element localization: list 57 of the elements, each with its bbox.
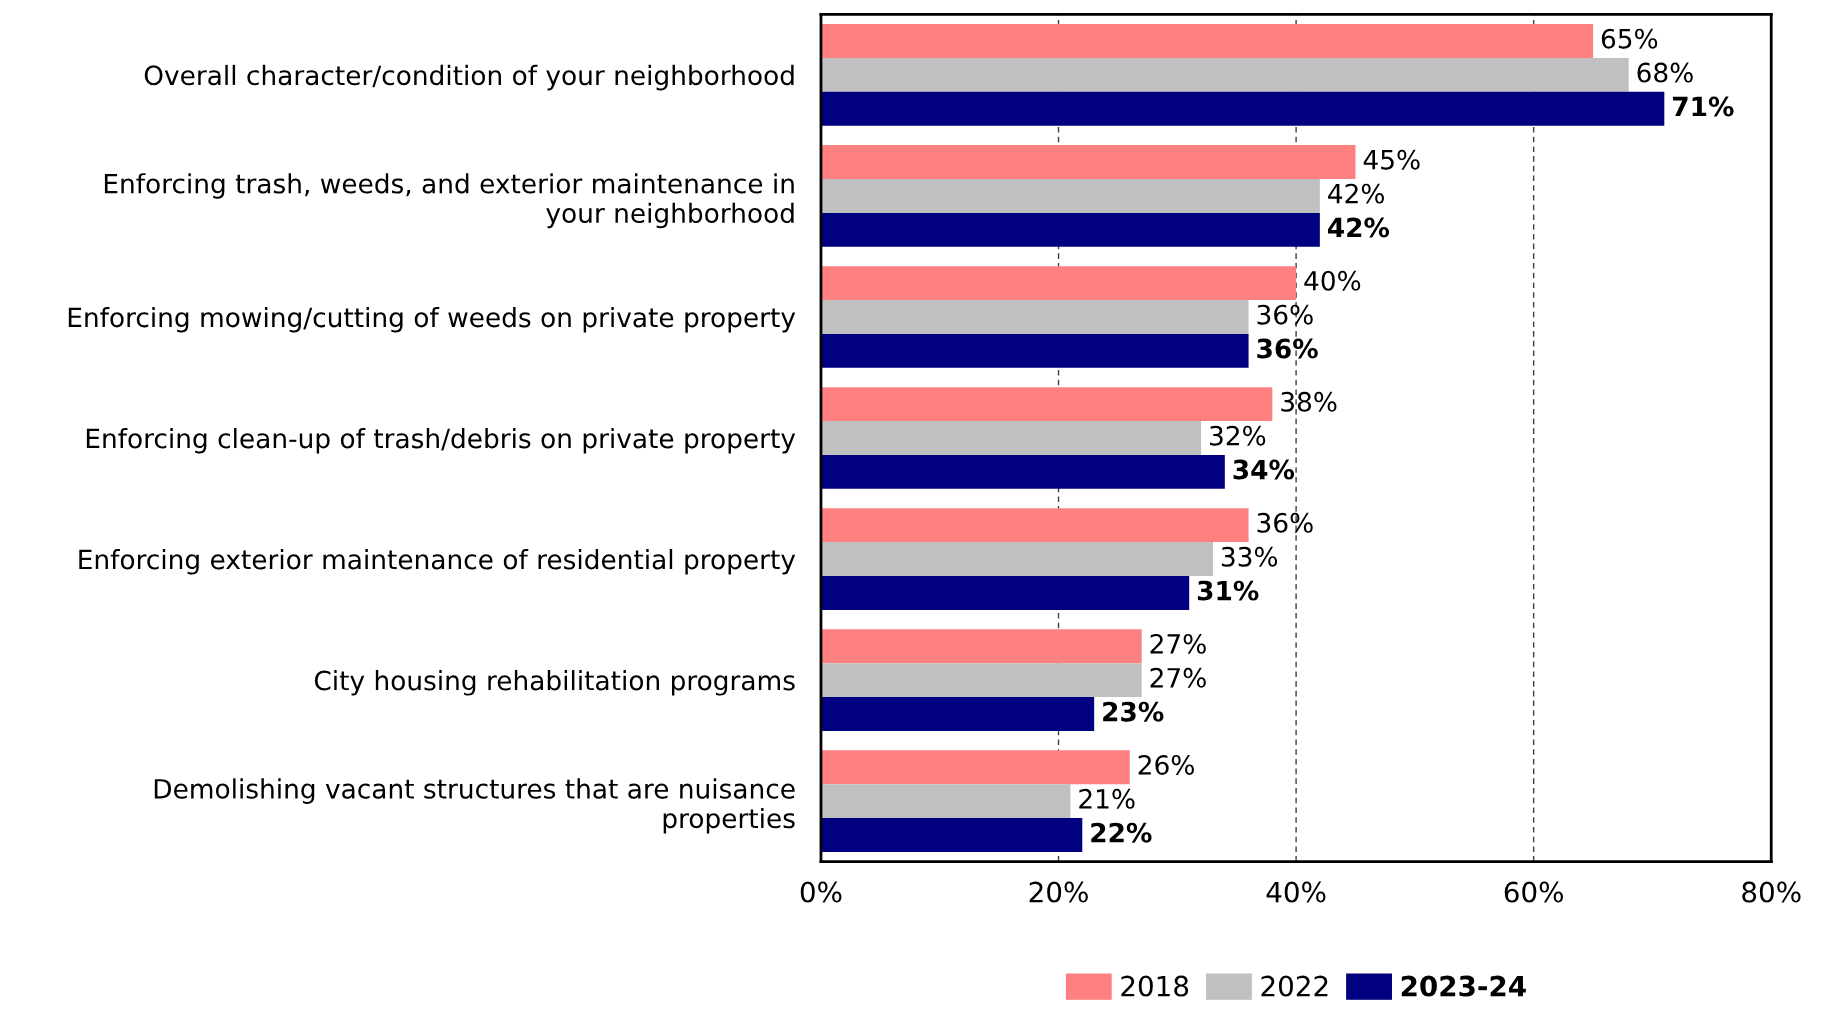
y-tick-label: Enforcing exterior maintenance of residential property: [79, 549, 796, 575]
data-label: 23%: [1103, 701, 1164, 722]
bar: [820, 663, 1142, 698]
y-tick-label: Enforcing trash, weeds, and exterior maintenance in your neighborhood: [104, 173, 794, 229]
y-tick-label: Enforcing clean-up of trash/debris on private property: [86, 427, 796, 454]
data-label: 34%: [1233, 459, 1295, 480]
data-label: 40%: [1304, 270, 1361, 291]
bar: [820, 57, 1629, 92]
bar: [820, 333, 1249, 368]
bar: [820, 421, 1202, 455]
data-label: 42%: [1327, 217, 1390, 238]
data-label: 27%: [1150, 667, 1206, 688]
bar: [820, 454, 1225, 489]
data-label: 65%: [1601, 28, 1658, 49]
data-label: 36%: [1257, 338, 1318, 359]
bar: [820, 24, 1594, 58]
data-label: 27%: [1150, 633, 1206, 654]
data-label: 71%: [1673, 96, 1734, 117]
bar: [820, 266, 1297, 301]
x-tick-label: 60%: [1504, 881, 1563, 903]
data-label: 31%: [1197, 580, 1259, 601]
bar: [820, 818, 1083, 852]
y-tick-label: Overall character/condition of your neighborhood: [144, 64, 794, 91]
data-label: 33%: [1221, 546, 1278, 567]
legend-label: 2022: [1261, 975, 1328, 997]
data-label: 68%: [1637, 62, 1693, 83]
data-label: 36%: [1257, 304, 1313, 325]
bar: [820, 145, 1356, 179]
legend-label: 2023-24: [1401, 975, 1526, 997]
bar: [820, 508, 1249, 543]
bar: [820, 300, 1249, 334]
data-label: 36%: [1257, 512, 1313, 533]
x-tick-label: 40%: [1266, 881, 1326, 903]
y-tick-label: City housing rehabilitation programs: [314, 670, 795, 696]
x-tick-label: 0%: [800, 881, 842, 903]
data-label: 22%: [1091, 822, 1152, 843]
bar: [820, 784, 1071, 819]
x-tick-label: 80%: [1742, 881, 1801, 903]
data-label: 38%: [1281, 391, 1337, 412]
legend-label: 2018: [1121, 975, 1189, 997]
bar: [820, 697, 1095, 731]
data-label: 45%: [1363, 149, 1420, 170]
x-tick-label: 20%: [1029, 881, 1088, 903]
bar: [820, 750, 1130, 785]
bar: [820, 212, 1320, 247]
data-label: 32%: [1210, 425, 1266, 446]
bar: [820, 629, 1142, 664]
y-tick-label: Enforcing mowing/cutting of weeds on private property: [68, 306, 796, 333]
data-label: 42%: [1328, 183, 1384, 204]
bar: [820, 178, 1320, 213]
y-tick-label: Demolishing vacant structures that are nuisance properties: [154, 778, 795, 834]
data-label: 26%: [1138, 754, 1194, 775]
bar: [820, 576, 1190, 610]
data-label: 21%: [1079, 788, 1135, 809]
bar: [820, 91, 1665, 126]
bar: [820, 387, 1273, 422]
bar: [820, 542, 1213, 576]
